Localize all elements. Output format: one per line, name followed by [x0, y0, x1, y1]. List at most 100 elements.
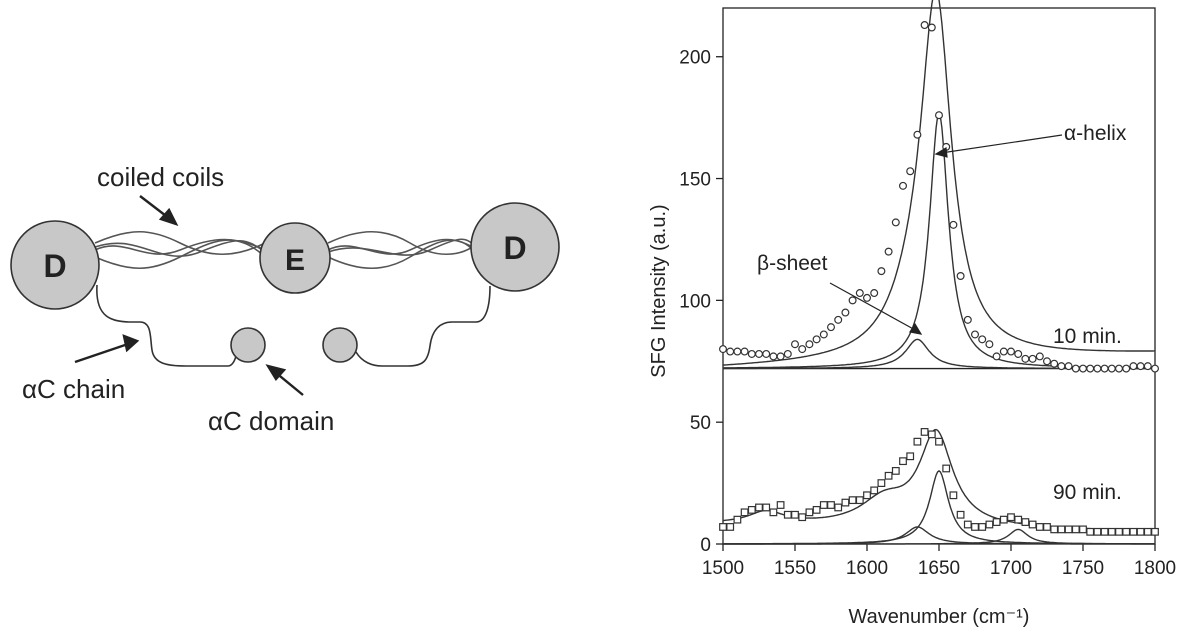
data-point-square [1050, 525, 1059, 534]
data-point-square [1129, 527, 1138, 536]
data-point-circle [1122, 364, 1131, 373]
data-point-square [1107, 527, 1116, 536]
data-point-square [1028, 520, 1037, 529]
data-point-circle [726, 347, 735, 356]
data-point-circle [985, 340, 994, 349]
coiled-coil-left [94, 230, 266, 270]
x-axis-ticks: 1500 1550 1600 1650 1700 1750 1800 [702, 544, 1176, 579]
data-point-circle [718, 345, 727, 354]
time-90-label: 90 min. [1053, 481, 1122, 504]
ac-chain-left [96, 284, 239, 367]
data-point-square [877, 479, 886, 487]
d-left-label: D [43, 248, 66, 284]
data-point-circle [1143, 362, 1152, 371]
data-point-circle [1129, 362, 1138, 371]
data-point-square [963, 520, 972, 529]
data-point-circle [884, 247, 893, 256]
data-point-square [949, 491, 958, 500]
data-point-circle [812, 335, 821, 344]
data-point-square [783, 510, 792, 519]
data-point-circle [1136, 362, 1145, 371]
data-point-circle [935, 111, 944, 120]
data-point-circle [1007, 347, 1016, 356]
data-point-circle [769, 352, 778, 361]
data-point-circle [1043, 357, 1052, 366]
data-point-square [884, 471, 893, 480]
y-tick-label: 200 [679, 48, 711, 69]
data-point-circle [927, 23, 936, 32]
data-point-square [776, 501, 785, 509]
coiled-coil-right [327, 230, 479, 270]
data-point-square [1035, 523, 1044, 531]
arrows [74, 195, 304, 396]
ac-chain-label: αC chain [22, 374, 125, 404]
data-point-circle [1014, 349, 1023, 358]
x-tick-label: 1750 [1062, 558, 1104, 579]
x-tick-label: 1600 [846, 558, 888, 579]
x-tick-label: 1500 [702, 558, 744, 579]
data-point-circle [1107, 364, 1116, 373]
data-point-square [740, 508, 749, 517]
data-point-circle [899, 181, 908, 190]
data-point-square [985, 520, 994, 529]
data-point-square [863, 491, 871, 500]
data-point-square [906, 452, 915, 461]
y-tick-label: 150 [679, 170, 711, 191]
data-point-square [848, 496, 857, 505]
data-point-square [1093, 527, 1102, 536]
y-axis-label: SFG Intensity (a.u.) [648, 204, 670, 377]
data-point-square [1064, 525, 1073, 534]
e-label: E [285, 244, 305, 277]
data-point-circle [877, 267, 886, 276]
sfg-chart-svg: 1500 1550 1600 1650 1700 1750 1800 0 50 100 150 20… [648, 0, 1176, 628]
data-point-circle [740, 347, 749, 356]
data-point-circle [1150, 364, 1159, 373]
data-point-square [1007, 513, 1015, 522]
data-point-circle [863, 293, 872, 302]
ac-domain-right [322, 327, 358, 363]
fibrinogen-diagram: D E D coiled coils αC chain αC domain [10, 162, 560, 436]
sfg-chart: 1500 1550 1600 1650 1700 1750 1800 0 50 100 150 20… [600, 0, 1186, 631]
data-point-square [1079, 525, 1087, 534]
ac-chain-right [355, 285, 491, 367]
data-point-square [726, 523, 735, 531]
data-point-square [1086, 527, 1095, 536]
data-point-square [1122, 527, 1131, 536]
data-point-circle [747, 349, 756, 358]
data-point-square [913, 437, 922, 446]
data-point-square [971, 523, 979, 531]
y-tick-label: 0 [700, 535, 711, 556]
x-tick-label: 1550 [774, 558, 816, 579]
data-point-circle [1035, 352, 1044, 361]
y-tick-label: 100 [679, 291, 711, 312]
data-point-circle [1086, 364, 1095, 373]
data-point-square [755, 503, 763, 512]
data-point-circle [834, 315, 843, 324]
e-domain [259, 222, 331, 294]
data-point-circle [999, 347, 1008, 356]
alpha-helix-pointer [940, 134, 1063, 154]
x-tick-label: 1650 [918, 558, 960, 579]
data-point-circle [783, 349, 792, 358]
data-point-square [1021, 518, 1030, 526]
data-point-circle [791, 340, 800, 349]
data-point-square [733, 515, 742, 524]
data-point-square [927, 430, 936, 439]
data-point-square [920, 428, 929, 436]
data-point-square [719, 523, 727, 531]
data-point-circle [1100, 364, 1109, 373]
data-point-circle [913, 130, 922, 139]
data-point-square [1143, 527, 1152, 536]
data-point-circle [819, 330, 828, 339]
data-point-square [827, 501, 835, 509]
data-point-circle [920, 21, 929, 30]
beta-sheet-label: β-sheet [757, 252, 828, 275]
data-point-circle [978, 335, 987, 344]
data-point-circle [755, 349, 764, 358]
data-point-square [1071, 525, 1080, 534]
data-point-square [1043, 523, 1051, 531]
data-point-circle [1028, 354, 1037, 363]
data-point-circle [841, 308, 850, 317]
data-point-circle [805, 340, 814, 349]
data-point-square [747, 505, 756, 514]
